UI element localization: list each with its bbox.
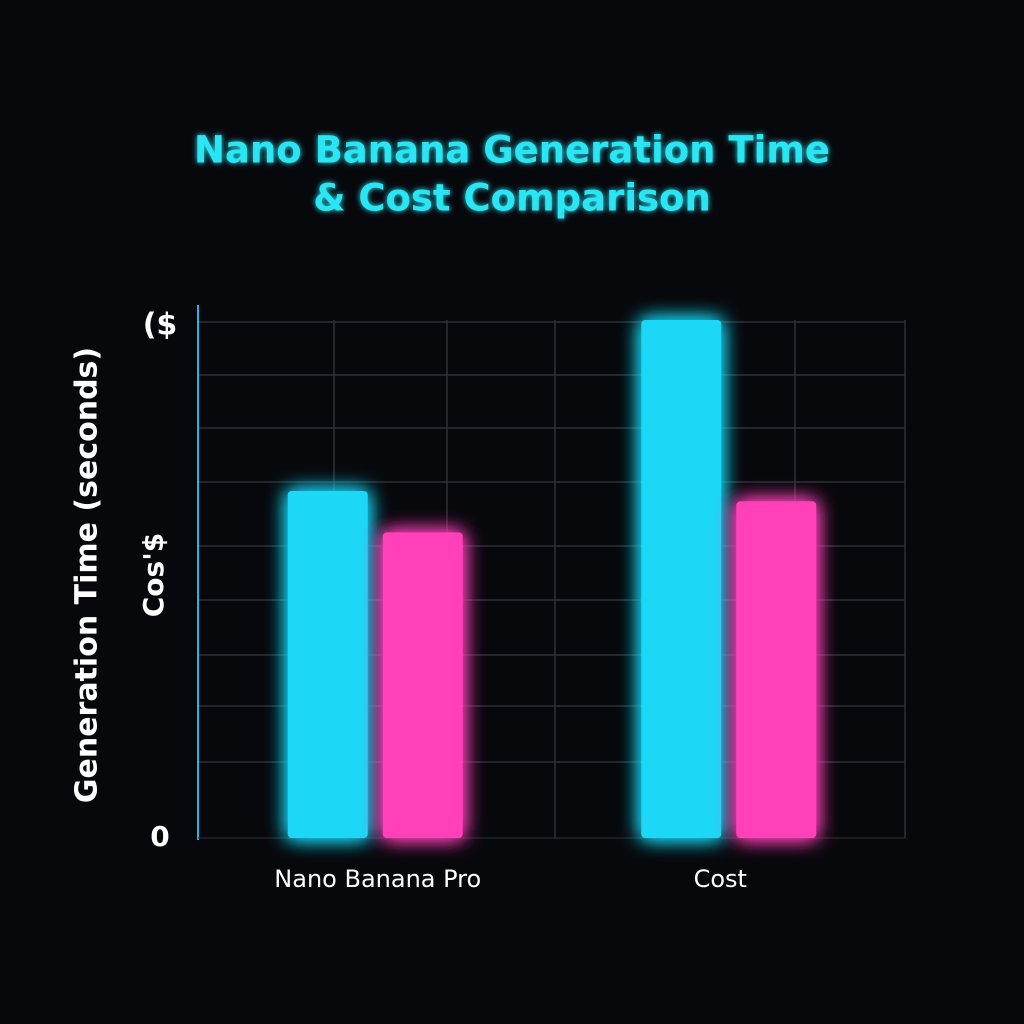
x-tick-label: Cost — [694, 865, 747, 893]
annotation: Cos'$ — [137, 533, 170, 618]
x-tick-label: Nano Banana Pro — [274, 865, 481, 893]
bar — [736, 501, 817, 838]
y-axis-label: Generation Time (seconds) — [70, 347, 105, 803]
chart-title: Nano Banana Generation Time — [194, 129, 830, 172]
annotation: ($ — [143, 308, 178, 343]
bar — [382, 532, 463, 838]
bar — [287, 490, 368, 838]
chart-title: & Cost Comparison — [313, 177, 711, 220]
y-tick-label: 0 — [150, 820, 169, 853]
bar — [641, 320, 722, 838]
